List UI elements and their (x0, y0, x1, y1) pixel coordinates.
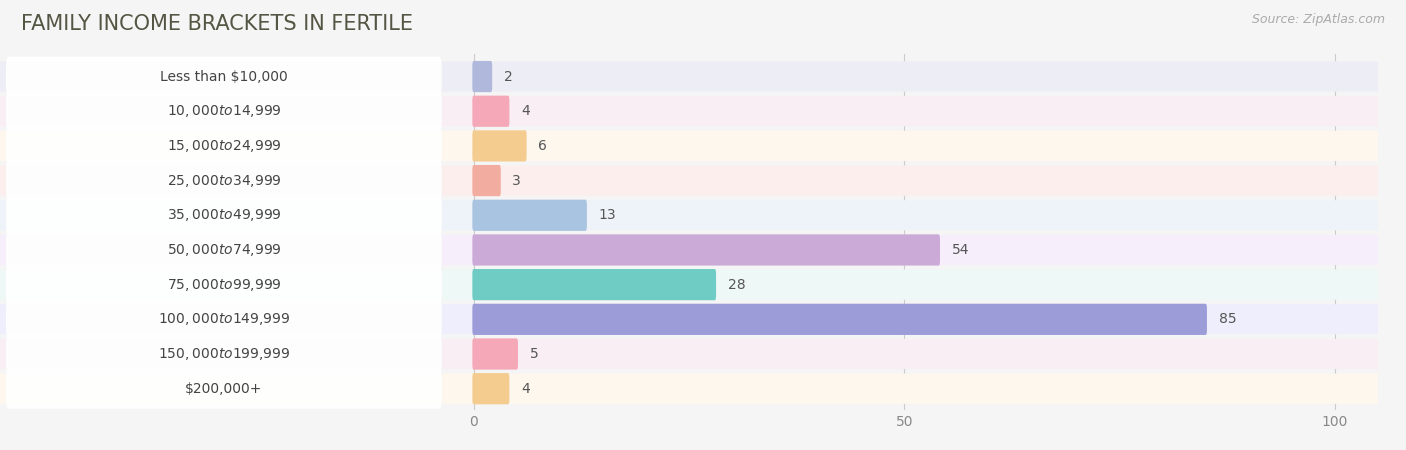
Text: $50,000 to $74,999: $50,000 to $74,999 (166, 242, 281, 258)
Text: 28: 28 (728, 278, 745, 292)
Text: 13: 13 (599, 208, 616, 222)
FancyBboxPatch shape (0, 235, 1378, 265)
FancyBboxPatch shape (472, 95, 509, 127)
FancyBboxPatch shape (0, 96, 1378, 126)
FancyBboxPatch shape (472, 200, 586, 231)
FancyBboxPatch shape (6, 299, 441, 339)
Text: $25,000 to $34,999: $25,000 to $34,999 (166, 173, 281, 189)
Text: Less than $10,000: Less than $10,000 (160, 70, 288, 84)
Text: 4: 4 (522, 382, 530, 396)
FancyBboxPatch shape (6, 230, 441, 270)
Text: $150,000 to $199,999: $150,000 to $199,999 (157, 346, 290, 362)
Text: 6: 6 (538, 139, 547, 153)
Text: 4: 4 (522, 104, 530, 118)
Text: 3: 3 (512, 174, 522, 188)
Text: 2: 2 (503, 70, 513, 84)
FancyBboxPatch shape (6, 161, 441, 201)
FancyBboxPatch shape (0, 339, 1378, 369)
Text: 5: 5 (530, 347, 538, 361)
Text: Source: ZipAtlas.com: Source: ZipAtlas.com (1251, 14, 1385, 27)
Text: $100,000 to $149,999: $100,000 to $149,999 (157, 311, 290, 327)
FancyBboxPatch shape (472, 304, 1206, 335)
FancyBboxPatch shape (6, 91, 441, 131)
FancyBboxPatch shape (0, 166, 1378, 196)
FancyBboxPatch shape (472, 61, 492, 92)
FancyBboxPatch shape (6, 126, 441, 166)
Text: $35,000 to $49,999: $35,000 to $49,999 (166, 207, 281, 223)
FancyBboxPatch shape (6, 265, 441, 305)
FancyBboxPatch shape (472, 338, 517, 369)
FancyBboxPatch shape (0, 374, 1378, 404)
Text: $15,000 to $24,999: $15,000 to $24,999 (166, 138, 281, 154)
FancyBboxPatch shape (0, 62, 1378, 92)
FancyBboxPatch shape (472, 165, 501, 196)
FancyBboxPatch shape (0, 131, 1378, 161)
FancyBboxPatch shape (6, 334, 441, 374)
Text: $200,000+: $200,000+ (186, 382, 263, 396)
FancyBboxPatch shape (0, 270, 1378, 300)
Text: $10,000 to $14,999: $10,000 to $14,999 (166, 103, 281, 119)
Text: 85: 85 (1219, 312, 1236, 326)
FancyBboxPatch shape (0, 200, 1378, 230)
FancyBboxPatch shape (472, 234, 941, 266)
Text: FAMILY INCOME BRACKETS IN FERTILE: FAMILY INCOME BRACKETS IN FERTILE (21, 14, 413, 33)
FancyBboxPatch shape (6, 195, 441, 235)
FancyBboxPatch shape (6, 57, 441, 96)
FancyBboxPatch shape (6, 369, 441, 409)
FancyBboxPatch shape (472, 130, 527, 162)
Text: 54: 54 (952, 243, 969, 257)
FancyBboxPatch shape (0, 304, 1378, 334)
Text: $75,000 to $99,999: $75,000 to $99,999 (166, 277, 281, 292)
FancyBboxPatch shape (472, 269, 716, 300)
FancyBboxPatch shape (472, 373, 509, 404)
